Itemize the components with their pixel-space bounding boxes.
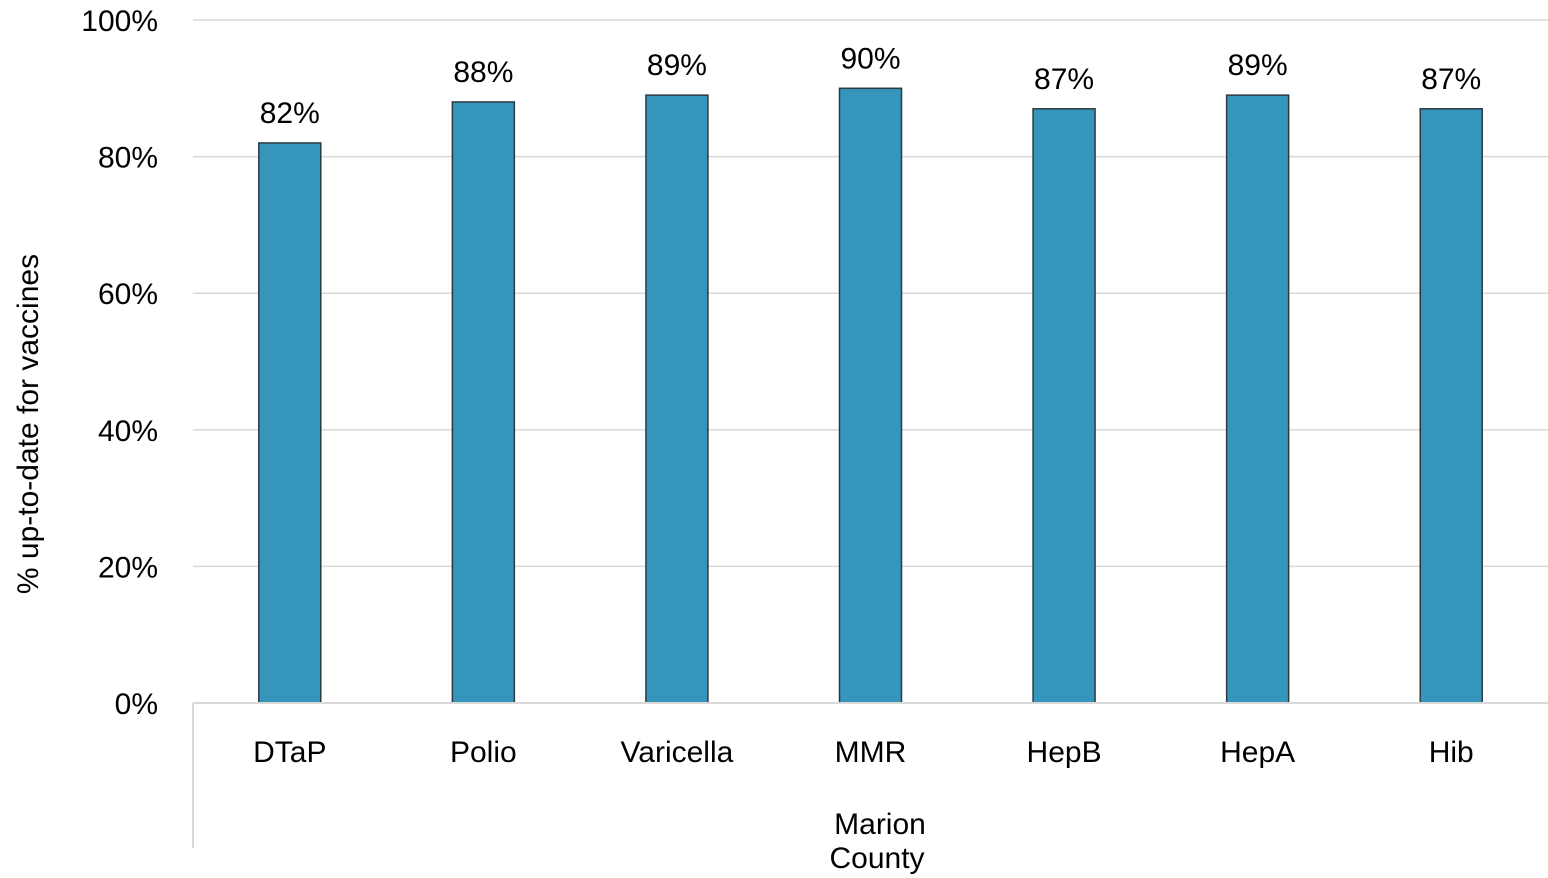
data-label: 82% <box>260 97 320 130</box>
category-label: DTaP <box>253 736 326 769</box>
category-label: HepB <box>1027 736 1102 769</box>
y-axis-title: % up-to-date for vaccines <box>12 254 45 594</box>
bar-dtap <box>258 142 322 704</box>
y-tick-label: 20% <box>98 551 158 584</box>
y-tick-label: 40% <box>98 415 158 448</box>
y-tick-label: 60% <box>98 278 158 311</box>
category-label: Polio <box>450 736 517 769</box>
bar-polio <box>451 101 516 704</box>
data-labels: 82% 88% 89% 90% 87% 89% 87% <box>260 42 1481 130</box>
group-label-line-2: County <box>829 842 924 875</box>
y-tick-label: 100% <box>81 5 158 38</box>
data-label: 87% <box>1421 63 1481 96</box>
category-labels: DTaP Polio Varicella MMR HepB HepA Hib <box>253 736 1474 769</box>
data-label: 88% <box>453 56 513 89</box>
category-label: Hib <box>1429 736 1474 769</box>
axes <box>192 702 1548 848</box>
category-label: Varicella <box>621 736 734 769</box>
category-label: HepA <box>1220 736 1295 769</box>
group-label-line-1: Marion <box>834 808 926 841</box>
data-label: 90% <box>840 42 900 75</box>
y-tick-label: 80% <box>98 142 158 175</box>
category-label: MMR <box>835 736 907 769</box>
bar-hepa <box>1225 94 1290 704</box>
y-tick-labels: 0% 20% 40% 60% 80% 100% <box>81 5 158 721</box>
data-label: 89% <box>647 49 707 82</box>
y-tick-label: 0% <box>115 688 158 721</box>
bar-varicella <box>645 94 709 704</box>
bar-hib <box>1419 108 1483 704</box>
bar-hepb <box>1032 108 1096 704</box>
data-label: 89% <box>1228 49 1288 82</box>
bar-series <box>258 87 1483 704</box>
data-label: 87% <box>1034 63 1094 96</box>
bar-mmr <box>838 87 903 704</box>
